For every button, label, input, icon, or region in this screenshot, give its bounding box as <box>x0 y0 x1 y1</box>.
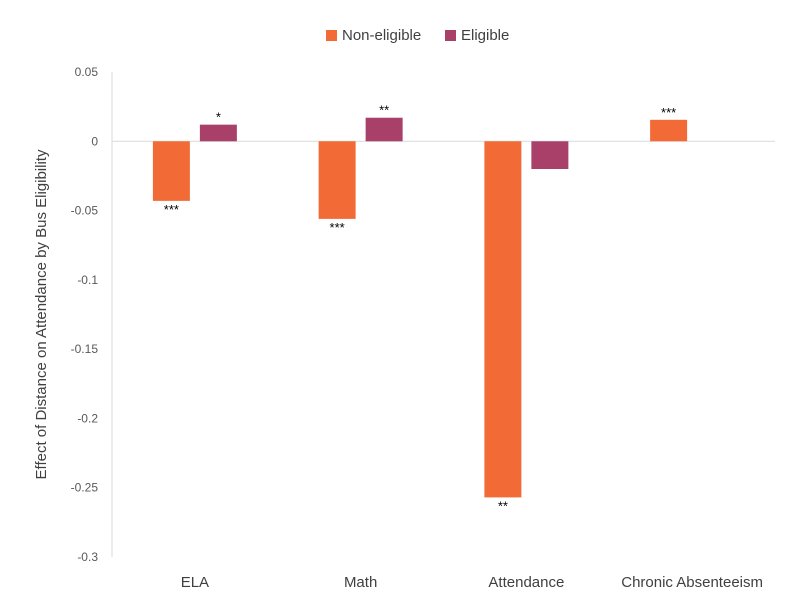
y-tick-label: 0 <box>91 134 98 148</box>
y-tick-label: 0.05 <box>75 65 99 79</box>
bars <box>152 117 688 498</box>
legend: Non-eligible Eligible <box>326 27 509 44</box>
y-axis-title-group: Effect of Distance on Attendance by Bus … <box>33 149 50 479</box>
y-tick-label: -0.05 <box>71 204 99 218</box>
significance-label: ** <box>379 103 389 118</box>
significance-label: *** <box>164 202 179 217</box>
legend-swatch-eligible <box>445 30 456 41</box>
x-axis-labels: ELA Math Attendance Chronic Absenteeism <box>181 574 763 591</box>
x-category-label: Math <box>344 574 377 591</box>
significance-label: *** <box>330 220 345 235</box>
significance-label: * <box>216 110 221 125</box>
significance-label: ** <box>498 498 508 513</box>
bar-non-eligible <box>318 141 356 219</box>
y-tick-label: -0.1 <box>77 273 98 287</box>
axes <box>111 72 775 557</box>
x-category-label: Attendance <box>488 574 564 591</box>
legend-label: Eligible <box>461 27 509 44</box>
bar-eligible <box>199 124 237 142</box>
legend-label: Non-eligible <box>342 27 421 44</box>
bar-non-eligible <box>650 119 688 142</box>
y-axis-ticks: 0.05 0 -0.05 -0.1 -0.15 -0.2 -0.25 -0.3 <box>71 65 99 564</box>
y-tick-label: -0.15 <box>71 342 99 356</box>
legend-swatch-non-eligible <box>326 30 337 41</box>
bar-eligible <box>531 141 569 169</box>
y-tick-label: -0.2 <box>77 411 98 425</box>
x-category-label: Chronic Absenteeism <box>621 574 763 591</box>
significance-labels: ************** <box>164 103 676 514</box>
significance-label: *** <box>661 105 676 120</box>
bar-eligible <box>365 117 403 142</box>
x-category-label: ELA <box>181 574 209 591</box>
y-tick-label: -0.3 <box>77 550 98 564</box>
bar-non-eligible <box>152 141 190 201</box>
y-tick-label: -0.25 <box>71 481 99 495</box>
y-axis-title: Effect of Distance on Attendance by Bus … <box>33 149 50 479</box>
bar-non-eligible <box>484 141 522 498</box>
